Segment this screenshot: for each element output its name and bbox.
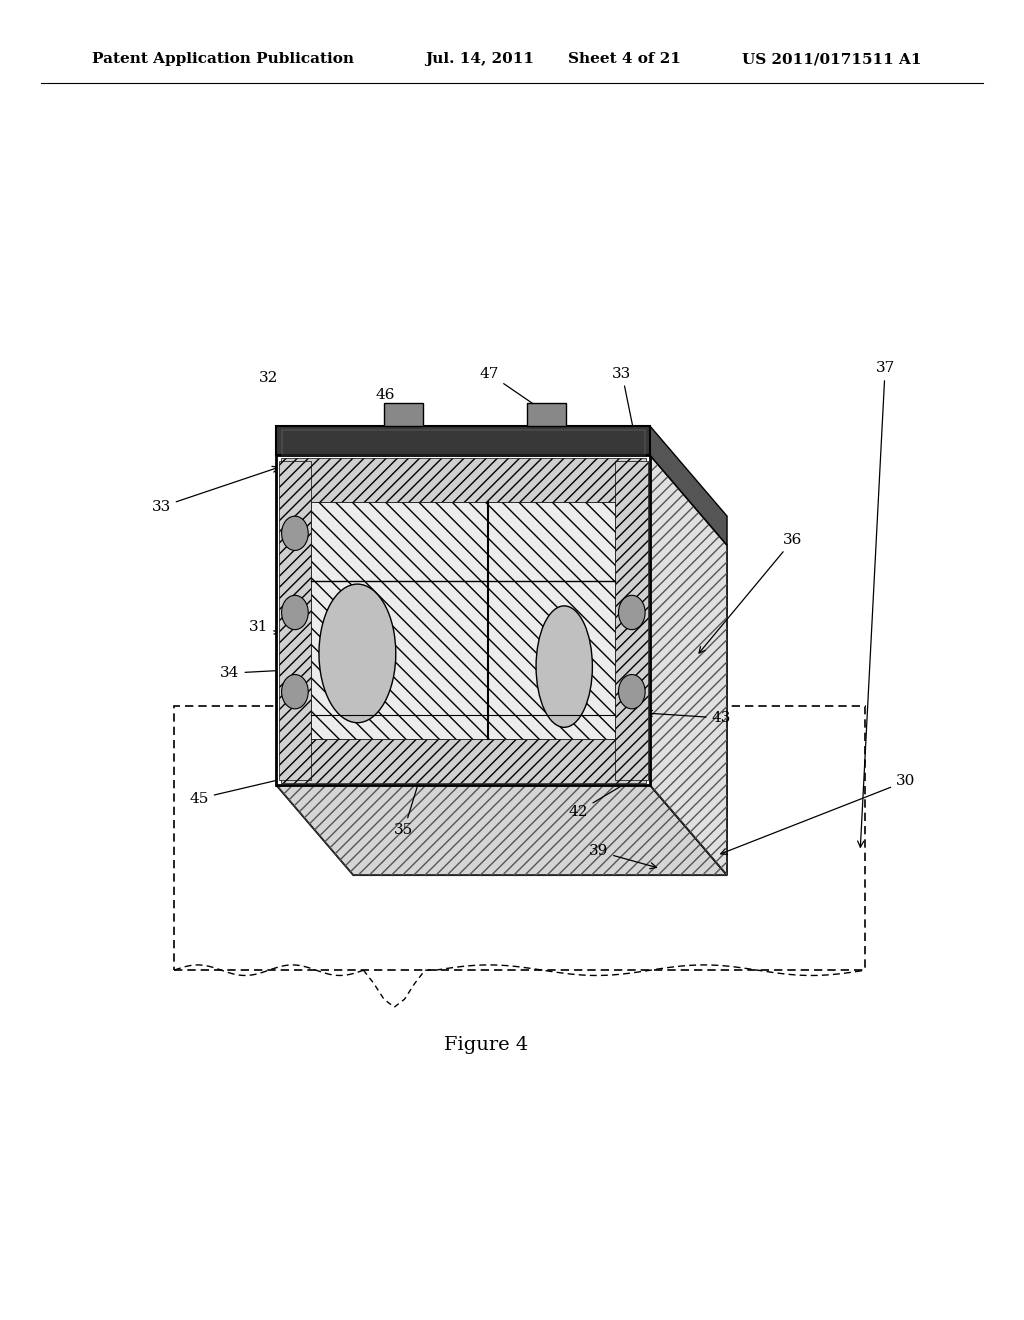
Bar [276, 426, 650, 455]
Text: 30: 30 [721, 775, 915, 854]
Text: 37: 37 [858, 362, 895, 847]
Text: 31: 31 [249, 620, 281, 634]
Ellipse shape [319, 583, 395, 722]
Circle shape [618, 595, 645, 630]
Ellipse shape [536, 606, 592, 727]
Text: 33: 33 [152, 466, 279, 513]
Text: 39: 39 [589, 845, 656, 869]
Text: 43: 43 [646, 710, 731, 725]
Bar [276, 455, 650, 785]
Bar [384, 403, 423, 426]
Text: 42: 42 [568, 777, 636, 818]
Bar [282, 430, 645, 455]
Bar [281, 739, 646, 783]
Text: US 2011/0171511 A1: US 2011/0171511 A1 [742, 53, 922, 66]
Text: Sheet 4 of 21: Sheet 4 of 21 [568, 53, 681, 66]
Bar [527, 403, 566, 426]
Text: 33: 33 [612, 367, 641, 458]
Bar [615, 461, 648, 780]
Text: 47: 47 [479, 367, 544, 411]
Circle shape [618, 675, 645, 709]
Text: Patent Application Publication: Patent Application Publication [92, 53, 354, 66]
Polygon shape [276, 785, 727, 875]
Circle shape [282, 675, 308, 709]
Text: Jul. 14, 2011: Jul. 14, 2011 [425, 53, 534, 66]
Text: 35: 35 [394, 766, 425, 837]
Text: 41: 41 [558, 577, 649, 631]
Text: 46: 46 [376, 388, 400, 411]
Circle shape [282, 595, 308, 630]
Text: 32: 32 [259, 371, 278, 384]
Text: 34: 34 [220, 664, 348, 680]
Polygon shape [650, 426, 727, 545]
Bar [281, 458, 646, 502]
Text: Figure 4: Figure 4 [444, 1036, 528, 1055]
Text: 45: 45 [189, 777, 285, 805]
Text: 36: 36 [699, 533, 803, 653]
Bar [279, 461, 311, 780]
Text: 44: 44 [579, 449, 598, 491]
Bar [311, 502, 615, 739]
Circle shape [282, 516, 308, 550]
Polygon shape [650, 455, 727, 875]
